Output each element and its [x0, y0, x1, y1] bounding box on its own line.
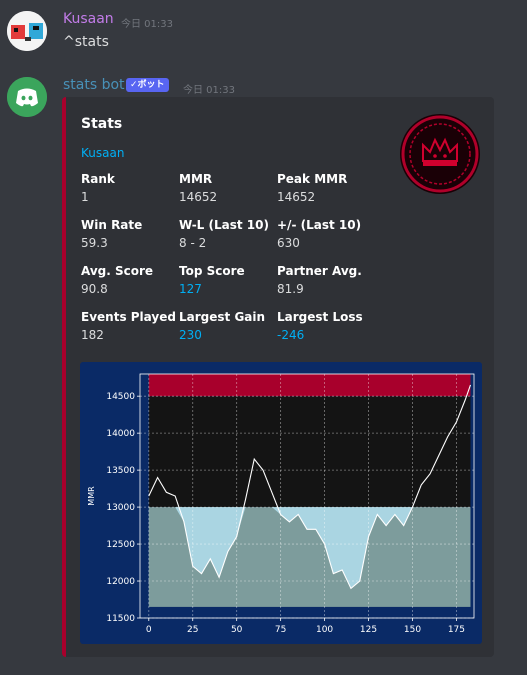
- field-name: Rank: [81, 172, 115, 186]
- y-tick-label: 13500: [106, 466, 135, 476]
- field-name: Avg. Score: [81, 264, 154, 278]
- y-axis-label: MMR: [87, 486, 96, 506]
- field-name: W-L (Last 10): [179, 218, 269, 232]
- user-avatar[interactable]: [7, 11, 47, 51]
- bot-avatar[interactable]: [7, 77, 47, 117]
- field-value: 14652: [179, 190, 218, 204]
- field-rank: Rank 1: [81, 172, 181, 204]
- x-tick-label: 0: [146, 625, 152, 635]
- field-name: +/- (Last 10): [277, 218, 362, 232]
- field-largest-loss: Largest Loss -246: [277, 310, 377, 342]
- x-tick-label: 150: [404, 625, 421, 635]
- field-name: Largest Gain: [179, 310, 266, 324]
- crown-emblem-icon: [400, 114, 480, 194]
- below-line-fill: [148, 507, 471, 589]
- field-name: MMR: [179, 172, 213, 186]
- field-value: 14652: [277, 190, 316, 204]
- field-events-played: Events Played 182: [81, 310, 181, 342]
- field-name: Top Score: [179, 264, 245, 278]
- mmr-chart-image[interactable]: 0 25 50 75 100 125 150 175 11500 12000 12500 13000 1…: [80, 362, 482, 644]
- field-mmr: MMR 14652: [179, 172, 279, 204]
- rank-band-2: [148, 374, 471, 397]
- field-value: 630: [277, 236, 300, 250]
- x-tick-label: 175: [448, 625, 465, 635]
- field-name: Partner Avg.: [277, 264, 362, 278]
- stats-embed: Stats Kusaan Rank 1 MMR 14652 Peak MMR 1…: [62, 97, 494, 657]
- field-partner-avg: Partner Avg. 81.9: [277, 264, 377, 296]
- username[interactable]: Kusaan: [63, 11, 114, 27]
- bot-badge: ✓ボット: [126, 78, 169, 92]
- field-top-score: Top Score 127: [179, 264, 279, 296]
- x-tick-label: 125: [360, 625, 377, 635]
- field-plusminus-last10: +/- (Last 10) 630: [277, 218, 377, 250]
- field-value: 8 - 2: [179, 236, 207, 250]
- pixel-character-icon: [7, 11, 47, 51]
- field-value-link[interactable]: 127: [179, 282, 202, 296]
- message-text: ^stats: [63, 34, 109, 50]
- field-name: Win Rate: [81, 218, 143, 232]
- field-value: 90.8: [81, 282, 108, 296]
- x-tick-label: 100: [316, 625, 333, 635]
- field-peak-mmr: Peak MMR 14652: [277, 172, 377, 204]
- y-tick-label: 14000: [106, 429, 135, 439]
- field-value-link[interactable]: -246: [277, 328, 305, 342]
- field-avg-score: Avg. Score 90.8: [81, 264, 181, 296]
- y-tick-label: 14500: [106, 392, 135, 402]
- embed-author-link[interactable]: Kusaan: [81, 146, 125, 160]
- field-value: 81.9: [277, 282, 304, 296]
- field-name: Largest Loss: [277, 310, 363, 324]
- field-wl-last10: W-L (Last 10) 8 - 2: [179, 218, 279, 250]
- axes-frame: [139, 373, 475, 619]
- y-tick-label: 13000: [106, 503, 135, 513]
- message-timestamp: 今日 01:33: [183, 85, 235, 96]
- mmr-line: [148, 384, 472, 590]
- rank-band-1: [148, 396, 471, 508]
- field-value: 182: [81, 328, 104, 342]
- y-tick-label: 12000: [106, 577, 135, 587]
- x-tick-label: 25: [187, 625, 198, 635]
- field-largest-gain: Largest Gain 230: [179, 310, 279, 342]
- y-tick-label: 11500: [106, 614, 135, 624]
- field-value-link[interactable]: 230: [179, 328, 202, 342]
- field-value: 1: [81, 190, 89, 204]
- message-timestamp: 今日 01:33: [121, 19, 173, 30]
- field-name: Events Played: [81, 310, 176, 324]
- x-tick-label: 75: [275, 625, 286, 635]
- embed-title: Stats: [81, 116, 123, 132]
- discord-logo-icon: [7, 77, 47, 117]
- field-value: 59.3: [81, 236, 108, 250]
- bot-username[interactable]: stats bot: [63, 77, 125, 93]
- mmr-chart: 0 25 50 75 100 125 150 175 11500 12000 12500 13000 1…: [80, 362, 482, 644]
- field-name: Peak MMR: [277, 172, 348, 186]
- x-tick-label: 50: [231, 625, 243, 635]
- y-tick-label: 12500: [106, 540, 135, 550]
- field-win-rate: Win Rate 59.3: [81, 218, 181, 250]
